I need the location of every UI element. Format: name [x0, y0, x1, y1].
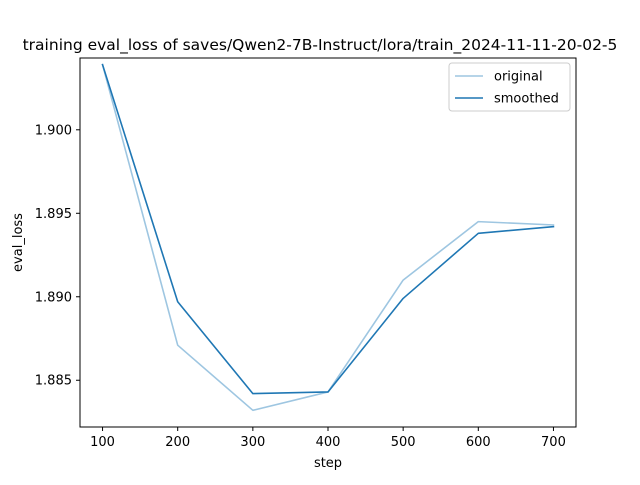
x-axis-label: step — [314, 456, 342, 471]
y-axis: 1.885 1.890 1.895 1.900 — [35, 123, 80, 389]
y-tick-label: 1.900 — [35, 123, 72, 138]
y-axis-label: eval_loss — [11, 213, 26, 272]
y-tick-label: 1.895 — [35, 207, 72, 222]
legend: original smoothed — [448, 62, 571, 112]
series-line-smoothed — [101, 63, 555, 395]
y-tick-label: 1.890 — [35, 290, 72, 305]
x-tick-label: 500 — [391, 435, 416, 450]
x-tick-label: 600 — [466, 435, 491, 450]
legend-label-smoothed: smoothed — [494, 92, 559, 107]
x-tick-label: 700 — [541, 435, 566, 450]
x-tick-label: 100 — [90, 435, 115, 450]
legend-label-original: original — [494, 70, 543, 85]
x-tick-label: 200 — [165, 435, 190, 450]
legend-box — [448, 62, 571, 112]
x-tick-label: 400 — [316, 435, 341, 450]
y-tick-label: 1.885 — [35, 374, 72, 389]
chart-title: training eval_loss of saves/Qwen2-7B-Ins… — [23, 36, 618, 55]
x-tick-label: 300 — [240, 435, 265, 450]
x-axis: 100 200 300 400 500 600 700 — [90, 427, 566, 450]
series-layer — [101, 63, 555, 412]
